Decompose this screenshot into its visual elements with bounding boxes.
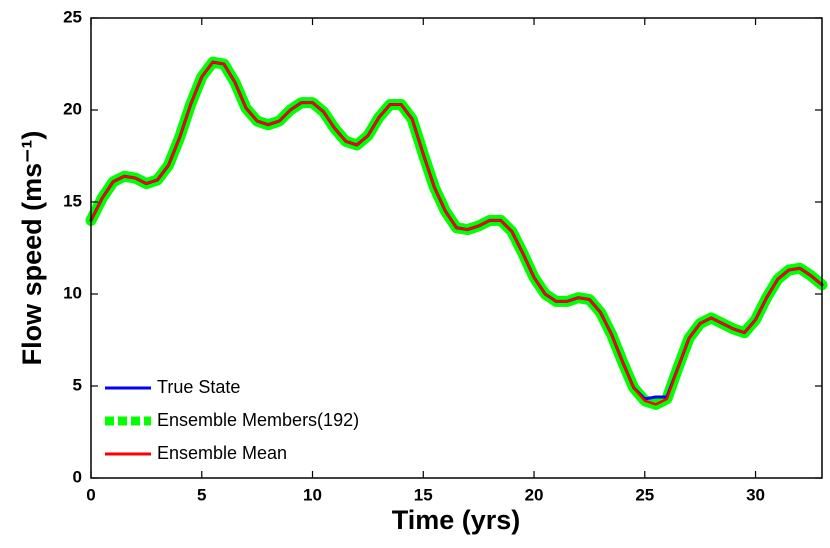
y-tick-label: 10 (63, 283, 82, 302)
x-tick-label: 30 (746, 485, 765, 504)
legend-label: Ensemble Members(192) (157, 410, 359, 430)
plot-frame (90, 17, 823, 479)
x-tick-label: 10 (303, 485, 322, 504)
y-axis-label: Flow speed (ms⁻¹) (17, 131, 47, 366)
series-line (89, 60, 824, 406)
x-tick-label: 0 (86, 485, 95, 504)
y-tick-label: 0 (73, 467, 82, 486)
x-tick-label: 15 (414, 485, 433, 504)
x-tick-label: 20 (525, 485, 544, 504)
y-tick-label: 15 (63, 191, 82, 210)
y-tick-label: 5 (73, 375, 82, 394)
legend-label: Ensemble Mean (157, 443, 287, 463)
x-tick-label: 5 (197, 485, 206, 504)
series-line (85, 56, 828, 410)
legend-label: True State (157, 377, 240, 397)
y-tick-label: 20 (63, 99, 82, 118)
x-axis-label: Time (yrs) (392, 505, 521, 535)
x-tick-label: 25 (635, 485, 654, 504)
y-tick-label: 25 (63, 7, 82, 26)
